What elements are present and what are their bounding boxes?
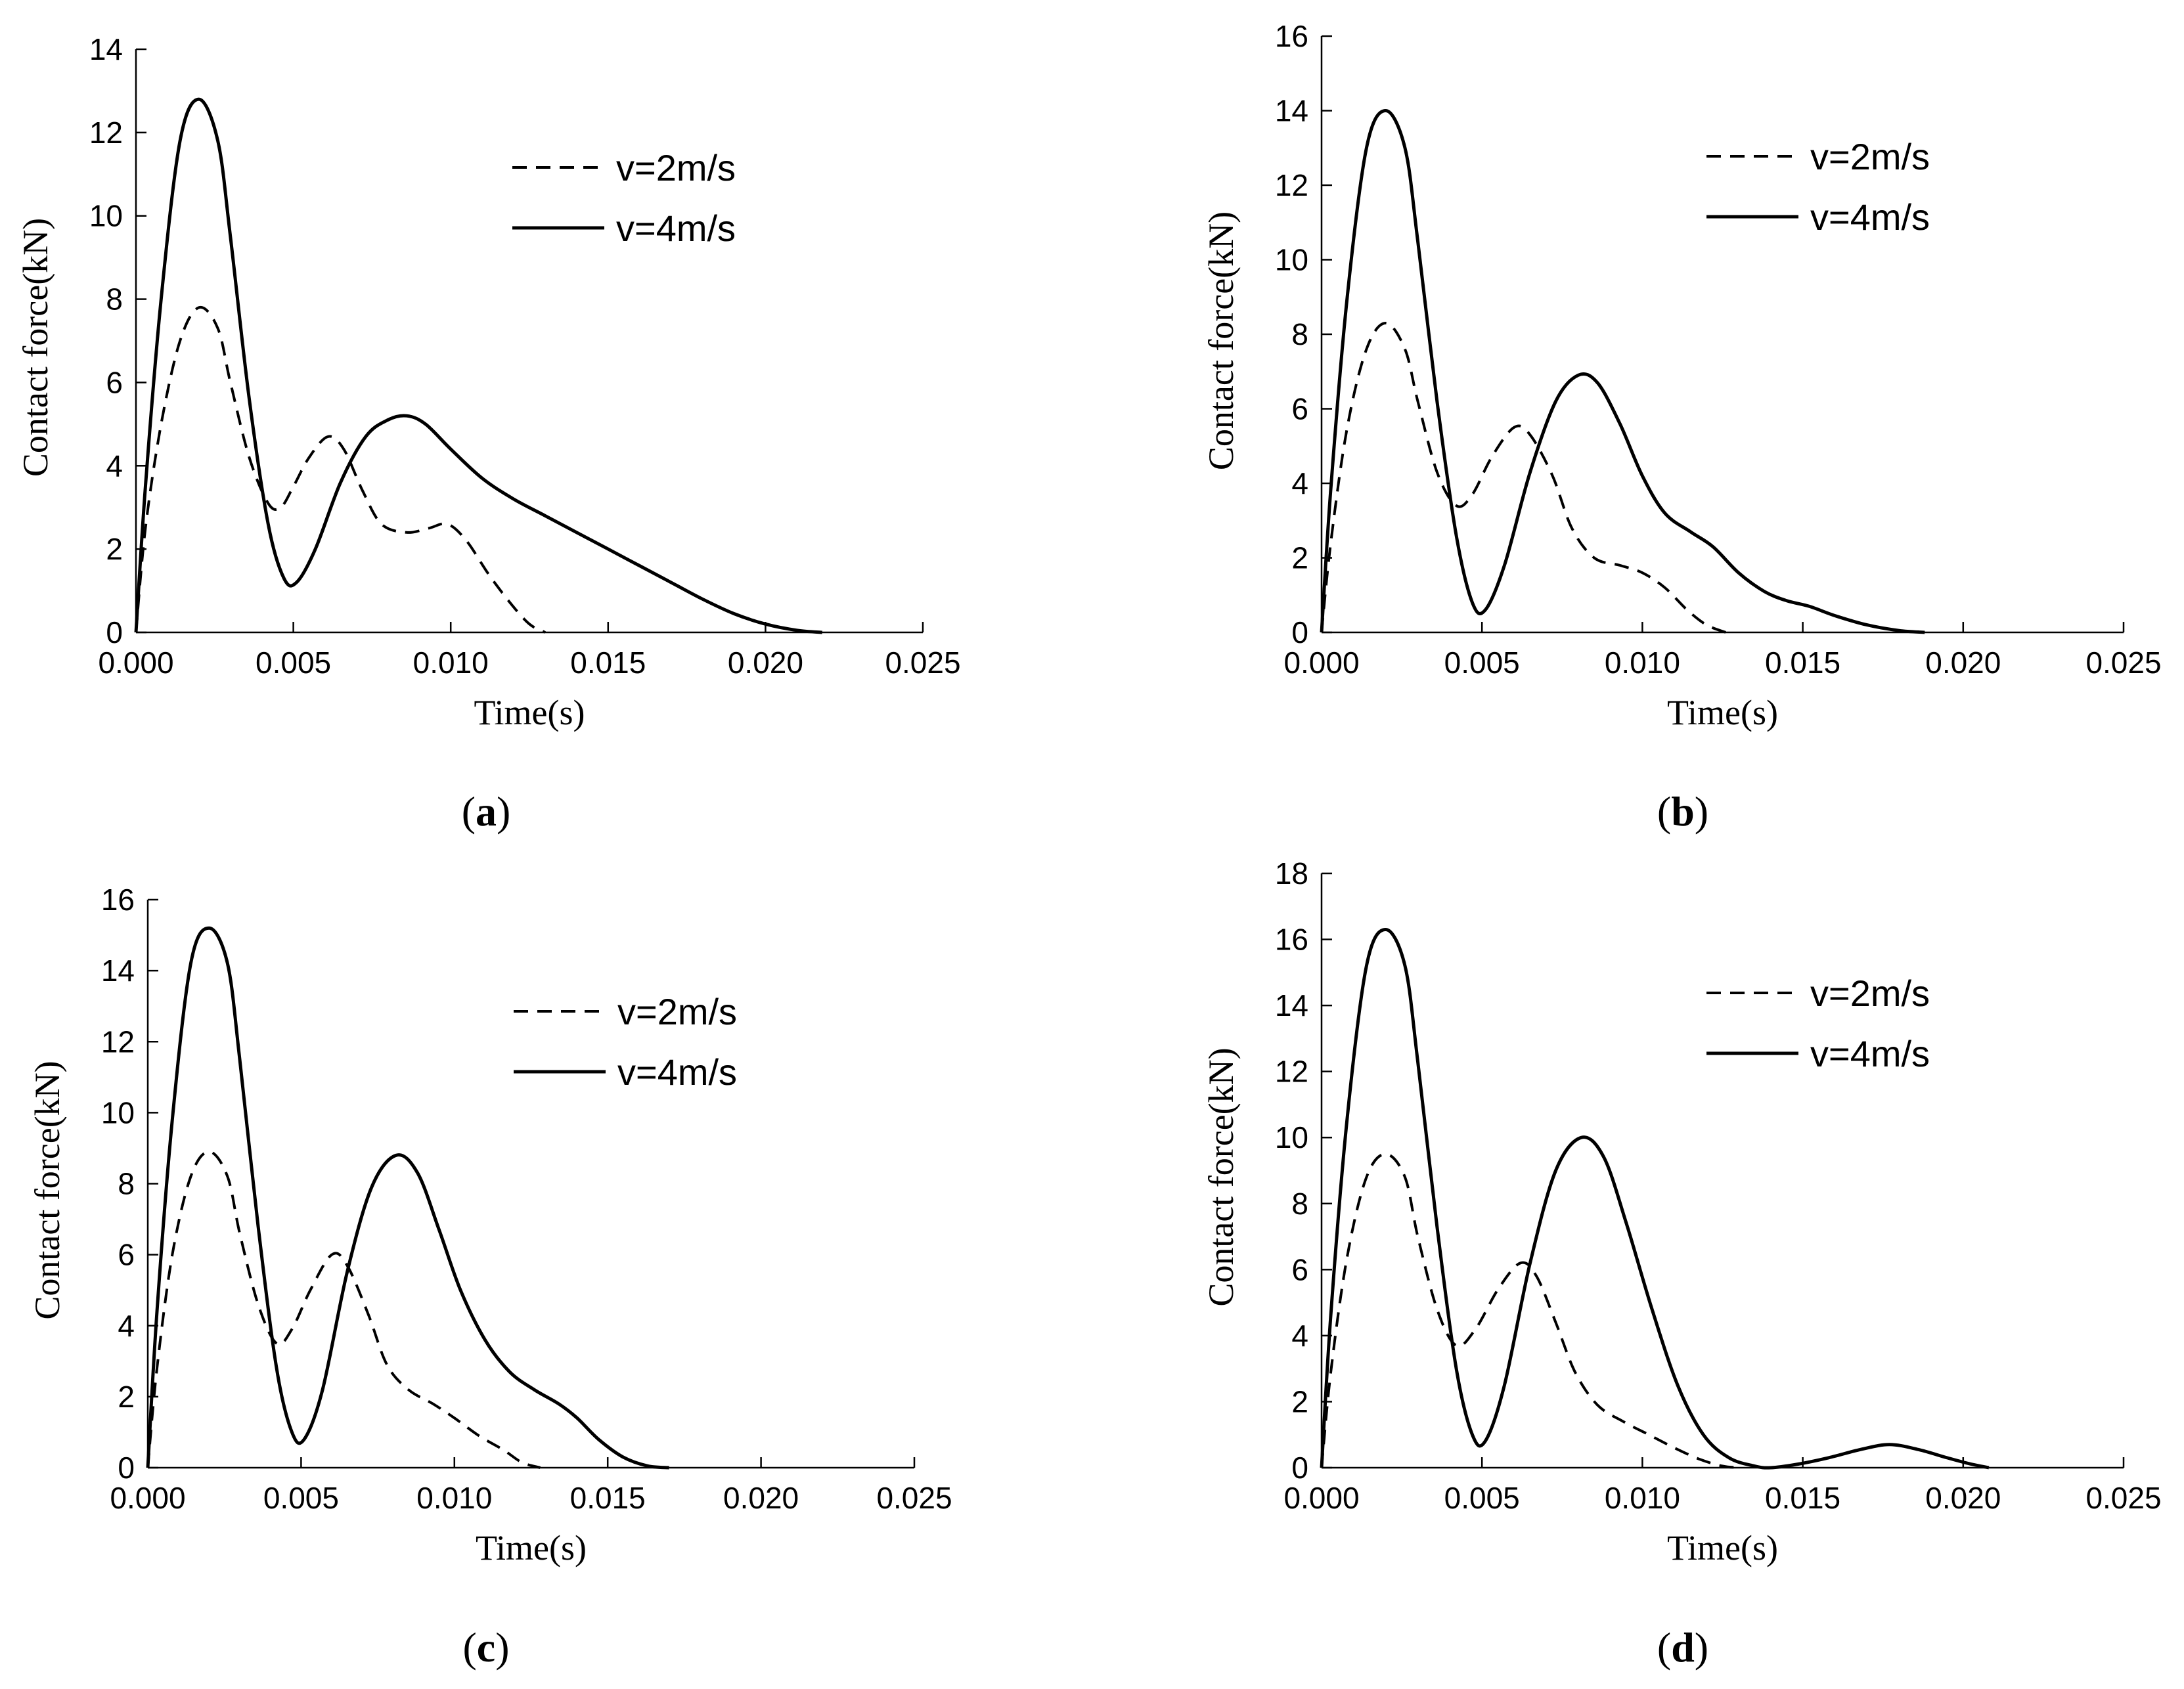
y-tick-label: 10 <box>101 1095 135 1130</box>
y-tick-label: 8 <box>106 282 123 317</box>
x-tick-label: 0.000 <box>110 1481 185 1515</box>
y-tick-label: 12 <box>89 116 123 150</box>
y-tick-label: 8 <box>118 1167 135 1201</box>
x-axis-title: Time(s) <box>1667 1528 1778 1568</box>
x-tick-label: 0.000 <box>1283 646 1359 680</box>
y-tick-label: 0 <box>1291 1451 1308 1485</box>
x-tick-label: 0.000 <box>98 646 173 680</box>
x-tick-label: 0.005 <box>1444 1481 1520 1515</box>
legend-label: v=2m/s <box>1810 973 1930 1014</box>
x-tick-label: 0.010 <box>1605 646 1680 680</box>
chart-panel-b: 0.000 0.005 0.010 0.015 0.020 0.025 0 2 4 6 8 10 12 1… <box>1201 19 2162 835</box>
y-tick-label: 14 <box>1275 988 1308 1022</box>
legend-label: v=4m/s <box>1810 1033 1930 1074</box>
legend-label: v=4m/s <box>616 208 736 249</box>
x-tick-label: 0.015 <box>570 1481 646 1515</box>
panel-label: (d) <box>1657 1624 1708 1671</box>
y-tick-label: 6 <box>1291 1252 1308 1286</box>
y-tick-label: 2 <box>1291 541 1308 575</box>
y-tick-label: 16 <box>1275 19 1308 53</box>
series-line-v2 <box>146 1150 541 1469</box>
y-tick-label: 12 <box>1275 168 1308 202</box>
y-tick-label: 6 <box>1291 392 1308 426</box>
panel-label: (a) <box>462 788 511 835</box>
x-axis-title: Time(s) <box>1667 693 1778 732</box>
y-tick-label: 12 <box>1275 1055 1308 1089</box>
y-tick-label: 18 <box>1275 856 1308 890</box>
x-tick-label: 0.010 <box>413 646 489 680</box>
series-line-v2 <box>1320 322 1727 634</box>
x-axis-title: Time(s) <box>474 693 585 732</box>
y-tick-label: 4 <box>106 449 123 483</box>
x-tick-label: 0.025 <box>2085 646 2161 680</box>
y-tick-label: 14 <box>89 32 123 66</box>
y-tick-label: 14 <box>1275 94 1308 128</box>
legend: v=2m/s v=4m/s <box>514 991 737 1093</box>
series-line-v4 <box>134 97 822 634</box>
x-tick-label: 0.010 <box>1605 1481 1680 1515</box>
y-tick-label: 2 <box>1291 1384 1308 1418</box>
x-tick-label: 0.000 <box>1283 1481 1359 1515</box>
legend: v=2m/s v=4m/s <box>1706 136 1930 238</box>
x-tick-label: 0.025 <box>2085 1481 2161 1515</box>
legend-label: v=2m/s <box>617 991 737 1032</box>
y-tick-label: 0 <box>1291 615 1308 649</box>
y-tick-label: 4 <box>1291 466 1308 500</box>
y-tick-label: 8 <box>1291 317 1308 351</box>
y-tick-label: 10 <box>1275 243 1308 277</box>
y-axis-title: Contact force(kN) <box>1201 211 1241 470</box>
x-tick-label: 0.005 <box>263 1481 339 1515</box>
legend-label: v=2m/s <box>616 147 736 188</box>
y-tick-label: 10 <box>1275 1120 1308 1154</box>
y-tick-label: 6 <box>118 1238 135 1272</box>
y-tick-label: 16 <box>101 883 135 917</box>
legend-label: v=2m/s <box>1810 136 1930 177</box>
y-tick-label: 16 <box>1275 923 1308 957</box>
y-tick-label: 0 <box>106 615 123 649</box>
x-tick-label: 0.005 <box>1444 646 1520 680</box>
y-tick-label: 4 <box>1291 1319 1308 1353</box>
x-tick-label: 0.015 <box>1765 1481 1840 1515</box>
legend-label: v=4m/s <box>1810 196 1930 238</box>
y-axis-title: Contact force(kN) <box>1201 1047 1241 1306</box>
x-tick-label: 0.010 <box>416 1481 492 1515</box>
chart-panel-a: 0.000 0.005 0.010 0.015 0.020 0.025 0 2 4 6 8 10 12 1… <box>16 32 961 835</box>
series-line-v4 <box>146 926 669 1470</box>
x-axis-title: Time(s) <box>476 1528 587 1568</box>
chart-panel-c: 0.000 0.005 0.010 0.015 0.020 0.025 0 2 4 6 8 10 12 1… <box>28 883 952 1671</box>
x-tick-label: 0.025 <box>876 1481 952 1515</box>
y-tick-label: 4 <box>118 1309 135 1343</box>
x-tick-label: 0.015 <box>570 646 646 680</box>
panel-label: (b) <box>1657 788 1708 835</box>
series-line-v2 <box>135 305 546 634</box>
y-axis-title: Contact force(kN) <box>28 1061 67 1319</box>
x-tick-label: 0.025 <box>885 646 960 680</box>
x-tick-label: 0.005 <box>256 646 331 680</box>
y-axis-title: Contact force(kN) <box>16 218 55 477</box>
series-line-v2 <box>1320 1152 1739 1469</box>
y-tick-label: 6 <box>106 365 123 399</box>
y-tick-label: 10 <box>89 199 123 233</box>
panel-label: (c) <box>462 1624 509 1671</box>
x-tick-label: 0.020 <box>728 646 803 680</box>
series-line-v4 <box>1320 928 1990 1470</box>
legend: v=2m/s v=4m/s <box>1706 973 1930 1074</box>
x-tick-label: 0.020 <box>723 1481 799 1515</box>
legend: v=2m/s v=4m/s <box>512 147 736 249</box>
y-tick-label: 2 <box>118 1380 135 1414</box>
y-tick-label: 14 <box>101 954 135 988</box>
y-tick-label: 0 <box>118 1451 135 1485</box>
y-tick-label: 8 <box>1291 1187 1308 1221</box>
legend-label: v=4m/s <box>617 1051 737 1093</box>
x-tick-label: 0.020 <box>1925 646 2001 680</box>
y-tick-label: 2 <box>106 532 123 566</box>
x-tick-label: 0.015 <box>1765 646 1840 680</box>
x-tick-label: 0.020 <box>1925 1481 2001 1515</box>
series-line-v4 <box>1320 109 1925 634</box>
y-tick-label: 12 <box>101 1024 135 1059</box>
chart-panel-d: 0.000 0.005 0.010 0.015 0.020 0.025 0 2 4 6 8 10 12 1… <box>1201 856 2162 1671</box>
